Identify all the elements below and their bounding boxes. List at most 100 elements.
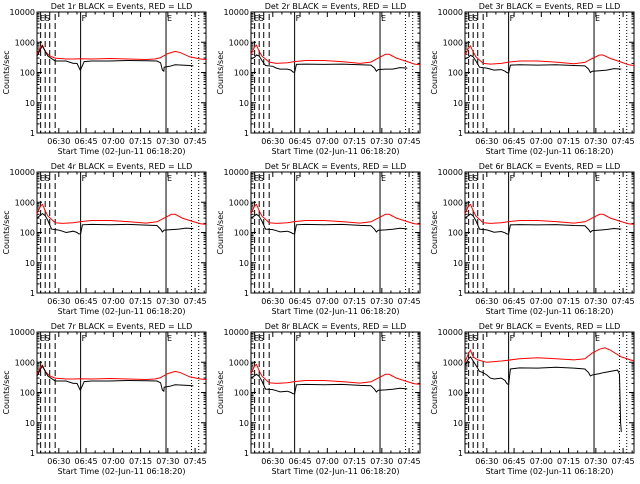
- panel-title: Det 6r BLACK = Events, RED = LLD: [479, 162, 621, 171]
- lld-series-line: [464, 45, 635, 66]
- x-tick-label: 07:15: [343, 297, 366, 306]
- y-tick-label: 10: [239, 99, 249, 108]
- x-tick-label: 07:00: [316, 137, 339, 146]
- y-axis-label: Counts/sec: [216, 370, 225, 414]
- panel-title: Det 8r BLACK = Events, RED = LLD: [265, 322, 407, 331]
- x-axis-label: Start Time (02-Jun-11 06:18:20): [58, 147, 186, 156]
- y-tick-label: 10000: [10, 168, 35, 177]
- x-tick-label: 07:30: [584, 137, 607, 146]
- events-series-line: [464, 213, 622, 235]
- panel-9: Det 9r BLACK = Events, RED = LLD 1 10 100 10…: [430, 322, 635, 476]
- y-tick-label: 10000: [438, 168, 463, 177]
- x-tick-label: 07:00: [316, 297, 339, 306]
- panel-title: Det 7r BLACK = Events, RED = LLD: [51, 322, 193, 331]
- panel-7: Det 7r BLACK = Events, RED = LLD 1 10 100 10…: [2, 322, 207, 476]
- plot-frame: [250, 171, 421, 294]
- x-axis-label: Start Time (02-Jun-11 06:18:20): [272, 307, 400, 316]
- y-axis-label: Counts/sec: [216, 50, 225, 94]
- y-tick-label: 1000: [443, 358, 463, 367]
- y-tick-label: 1000: [15, 38, 35, 47]
- x-tick-label: 07:15: [129, 137, 152, 146]
- x-tick-label: 06:30: [261, 457, 284, 466]
- marker-label: ES: [40, 14, 50, 23]
- x-tick-label: 06:30: [475, 297, 498, 306]
- marker-label: F: [510, 14, 515, 23]
- y-tick-label: 1: [458, 129, 463, 138]
- marker-label: F: [296, 174, 301, 183]
- marker-label: F: [510, 334, 515, 343]
- y-tick-label: 100: [448, 69, 463, 78]
- y-tick-label: 1: [458, 289, 463, 298]
- marker-label: ES: [468, 334, 478, 343]
- y-tick-label: 1000: [443, 198, 463, 207]
- events-series-line: [464, 356, 622, 432]
- y-axis-label: Counts/sec: [2, 50, 11, 94]
- lld-series-line: [250, 203, 421, 225]
- x-tick-label: 07:45: [612, 457, 635, 466]
- y-tick-label: 10: [25, 419, 35, 428]
- x-tick-label: 07:00: [530, 137, 553, 146]
- x-tick-label: 07:30: [156, 457, 179, 466]
- y-tick-label: 100: [234, 229, 249, 238]
- y-tick-label: 1: [458, 449, 463, 458]
- y-tick-label: 10: [239, 259, 249, 268]
- x-tick-label: 07:15: [557, 137, 580, 146]
- y-tick-label: 10: [453, 419, 463, 428]
- y-tick-label: 1000: [229, 198, 249, 207]
- marker-label: F: [510, 174, 515, 183]
- x-tick-label: 07:45: [398, 297, 421, 306]
- y-tick-label: 10000: [224, 8, 249, 17]
- marker-label: E: [595, 14, 600, 23]
- y-axis-label: Counts/sec: [2, 370, 11, 414]
- x-axis-label: Start Time (02-Jun-11 06:18:20): [58, 307, 186, 316]
- lld-series-line: [36, 203, 207, 225]
- events-series-line: [250, 373, 408, 395]
- x-tick-label: 07:45: [184, 137, 207, 146]
- x-tick-label: 06:45: [503, 297, 526, 306]
- lld-series-line: [250, 363, 421, 385]
- panel-8: Det 8r BLACK = Events, RED = LLD 1 10 100 10…: [216, 322, 421, 476]
- marker-label: F: [82, 334, 87, 343]
- x-tick-label: 07:45: [398, 137, 421, 146]
- x-tick-label: 06:45: [503, 457, 526, 466]
- marker-label: E: [381, 174, 386, 183]
- x-tick-label: 07:00: [530, 297, 553, 306]
- lld-series-line: [464, 347, 635, 363]
- marker-label: ES: [468, 174, 478, 183]
- y-tick-label: 1000: [443, 38, 463, 47]
- panel-title: Det 9r BLACK = Events, RED = LLD: [479, 322, 621, 331]
- marker-label: ES: [468, 14, 478, 23]
- x-tick-label: 07:45: [612, 297, 635, 306]
- y-tick-label: 100: [20, 229, 35, 238]
- y-tick-label: 100: [234, 69, 249, 78]
- lld-series-line: [36, 364, 207, 381]
- events-series-line: [250, 213, 408, 235]
- marker-label: E: [595, 174, 600, 183]
- x-tick-label: 07:30: [156, 137, 179, 146]
- x-axis-label: Start Time (02-Jun-11 06:18:20): [486, 467, 614, 476]
- panel-5: Det 5r BLACK = Events, RED = LLD 1 10 100 10…: [216, 162, 421, 316]
- x-axis-label: Start Time (02-Jun-11 06:18:20): [272, 147, 400, 156]
- y-tick-label: 100: [20, 389, 35, 398]
- x-tick-label: 06:45: [75, 137, 98, 146]
- plot-frame: [36, 171, 207, 294]
- marker-label: F: [82, 174, 87, 183]
- events-series-line: [36, 364, 194, 393]
- y-tick-label: 100: [20, 69, 35, 78]
- events-series-line: [464, 54, 622, 74]
- x-tick-label: 07:00: [316, 457, 339, 466]
- events-series-line: [36, 212, 194, 235]
- panel-4: Det 4r BLACK = Events, RED = LLD 1 10 100 10…: [2, 162, 207, 316]
- plot-frame: [36, 331, 207, 454]
- x-tick-label: 07:30: [370, 457, 393, 466]
- x-tick-label: 07:15: [343, 457, 366, 466]
- lld-series-line: [250, 44, 421, 66]
- x-tick-label: 06:45: [289, 137, 312, 146]
- x-tick-label: 07:15: [557, 297, 580, 306]
- marker-label: F: [296, 334, 301, 343]
- x-tick-label: 07:30: [370, 297, 393, 306]
- marker-label: ES: [40, 334, 50, 343]
- x-axis-label: Start Time (02-Jun-11 06:18:20): [486, 147, 614, 156]
- y-tick-label: 1: [30, 449, 35, 458]
